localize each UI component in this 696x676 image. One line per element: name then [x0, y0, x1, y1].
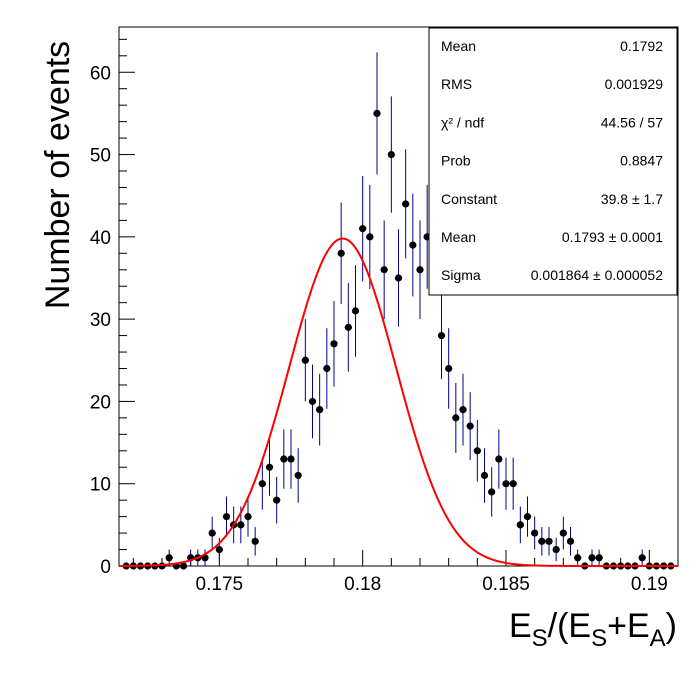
data-point [258, 480, 266, 488]
data-point [473, 447, 481, 455]
stats-row-value: 0.001864 ± 0.000052 [531, 267, 663, 283]
data-point [574, 554, 582, 562]
stats-row-label: χ² / ndf [441, 114, 484, 130]
x-tick-label: 0.175 [196, 574, 244, 595]
stats-row-value: 44.56 / 57 [601, 114, 663, 130]
stats-rows: Mean 0.1792 RMS 0.001929 χ² / ndf 44.56 / 57 P… [441, 38, 663, 283]
stats-row-label: Mean [441, 229, 476, 245]
data-point [538, 537, 546, 545]
data-point [301, 356, 309, 364]
stats-row-label: Constant [441, 191, 497, 207]
data-point [237, 521, 245, 529]
x-axis-label: ES/(ES+EA) [509, 607, 677, 652]
data-point [480, 471, 489, 480]
data-point [251, 537, 259, 545]
stats-row-label: RMS [441, 76, 472, 92]
data-point [402, 200, 410, 208]
data-point [316, 406, 324, 414]
data-point [552, 545, 560, 554]
data-point [330, 340, 338, 348]
x-tick-label: 0.19 [631, 574, 668, 595]
data-point [179, 562, 188, 570]
data-point [588, 554, 596, 562]
data-point [387, 150, 395, 159]
stats-row-label: Sigma [441, 267, 481, 283]
y-axis-label: Number of events [39, 41, 77, 309]
data-point [222, 513, 231, 521]
data-point [294, 471, 302, 480]
data-point [466, 422, 474, 430]
data-point [308, 397, 317, 406]
data-point [437, 331, 446, 340]
data-point [280, 455, 288, 463]
data-point [409, 241, 417, 249]
data-point [287, 455, 295, 463]
data-point [337, 249, 345, 257]
y-tick-label: 0 [100, 557, 111, 578]
data-point [208, 529, 216, 537]
data-point [638, 554, 646, 562]
x-tick-label: 0.185 [482, 574, 530, 595]
stats-row-value: 0.8847 [620, 153, 663, 169]
data-point [273, 496, 281, 504]
data-point [373, 109, 381, 118]
stats-box: Mean 0.1792 RMS 0.001929 χ² / ndf 44.56 / 57 P… [428, 27, 678, 296]
plot-frame [118, 26, 679, 567]
data-point [366, 233, 374, 241]
data-point [495, 455, 503, 463]
y-tick-label: 10 [90, 475, 111, 496]
data-point [509, 480, 517, 488]
data-point [323, 364, 331, 373]
data-point [351, 307, 360, 315]
data-point [566, 537, 575, 545]
gaussian-fit-curve [118, 237, 678, 567]
data-point [452, 414, 460, 422]
data-point [523, 513, 532, 521]
data-point [244, 513, 252, 521]
data-point [459, 406, 467, 414]
data-point [502, 480, 510, 488]
data-point [165, 554, 173, 562]
data-point [488, 488, 496, 496]
stats-box-frame [428, 27, 678, 296]
x-tick-label: 0.18 [344, 574, 381, 595]
data-point [359, 225, 367, 233]
data-point [394, 274, 403, 282]
data-point [516, 521, 524, 529]
y-tick-label: 20 [90, 392, 111, 413]
y-tick-label: 30 [90, 310, 111, 331]
y-tick-label: 50 [90, 146, 111, 167]
stats-row-value: 39.8 ± 1.7 [601, 191, 663, 207]
stats-row-value: 0.1792 [620, 38, 663, 54]
axes-layer: 0.175 0.18 0.185 0.19 0 10 20 30 40 50 60 [90, 38, 679, 595]
y-tick-label: 40 [90, 228, 111, 249]
stats-row-label: Prob [441, 153, 471, 169]
stats-row-value: 0.001929 [605, 76, 664, 92]
y-tick-label: 60 [90, 63, 111, 84]
data-point [445, 364, 453, 373]
data-point [545, 537, 553, 545]
data-point [559, 529, 567, 537]
data-point [531, 529, 539, 537]
stats-row-value: 0.1793 ± 0.0001 [562, 229, 663, 245]
data-point [380, 266, 388, 274]
stats-row-label: Mean [441, 38, 476, 54]
data-point [265, 463, 274, 471]
data-point [416, 266, 424, 274]
data-point [215, 545, 223, 554]
data-point [595, 554, 603, 562]
data-point [344, 323, 352, 331]
